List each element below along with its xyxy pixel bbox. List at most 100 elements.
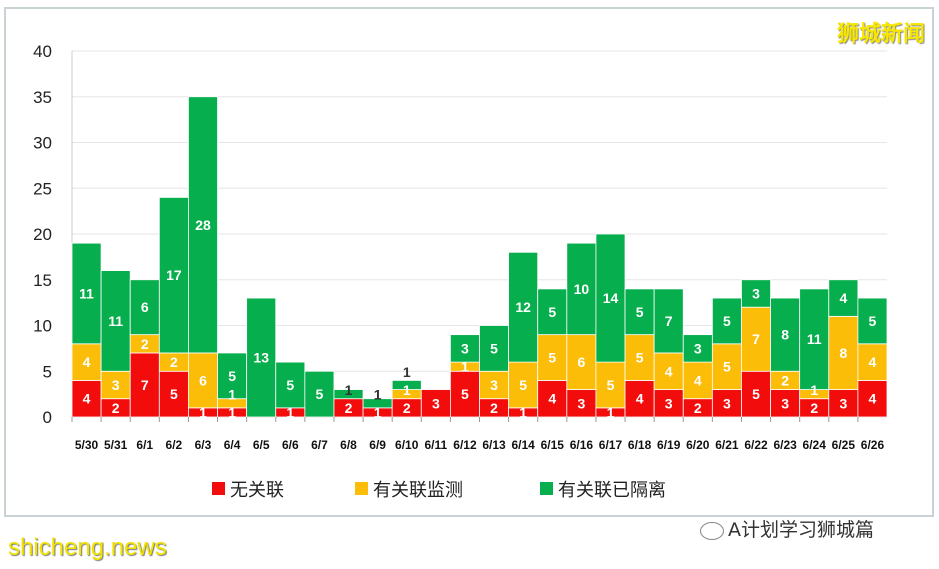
x-tick-label: 6/25 — [832, 438, 856, 452]
x-tick-label: 6/23 — [773, 438, 797, 452]
data-label: 6 — [141, 299, 149, 315]
data-label: 3 — [461, 340, 469, 356]
x-tick-label: 6/6 — [282, 438, 299, 452]
data-label: 1 — [286, 404, 294, 420]
data-label: 4 — [83, 391, 91, 407]
bar-segment — [188, 352, 218, 409]
data-label: 3 — [490, 377, 498, 393]
y-tick-label: 35 — [33, 88, 52, 107]
bar-segment — [420, 389, 451, 418]
bar-segment — [479, 325, 510, 372]
data-label: 5 — [869, 313, 877, 329]
bar-segment — [799, 288, 830, 390]
data-label: 14 — [603, 290, 619, 306]
bar-segment — [391, 379, 422, 390]
x-tick-label: 6/17 — [599, 438, 623, 452]
legend-label: 有关联监测 — [373, 480, 463, 501]
data-label: 2 — [490, 400, 498, 416]
data-label: 1 — [519, 404, 527, 420]
x-tick-label: 6/21 — [715, 438, 739, 452]
data-label: 5 — [752, 386, 760, 402]
data-label: 10 — [574, 281, 590, 297]
data-label: 11 — [807, 331, 822, 347]
data-label: 1 — [228, 386, 236, 402]
legend-swatch — [355, 482, 368, 495]
x-tick-label: 6/14 — [511, 438, 535, 452]
bar-segment — [71, 343, 102, 381]
x-tick-label: 6/4 — [224, 438, 241, 452]
y-tick-label: 15 — [33, 271, 52, 290]
bar-segment — [71, 242, 102, 345]
data-label: 5 — [170, 386, 178, 402]
x-tick-label: 5/30 — [75, 438, 99, 452]
data-label: 5 — [723, 313, 731, 329]
data-label: 1 — [374, 404, 382, 420]
x-tick-label: 6/9 — [369, 438, 386, 452]
x-tick-label: 6/15 — [541, 438, 565, 452]
data-label: 8 — [839, 345, 847, 361]
data-label: 7 — [752, 331, 760, 347]
x-tick-label: 6/19 — [657, 438, 681, 452]
legend-swatch — [540, 482, 553, 495]
bar-segment — [537, 379, 568, 418]
data-label: 2 — [810, 400, 818, 416]
data-label: 1 — [607, 404, 615, 420]
data-label: 4 — [694, 372, 702, 388]
data-label: 5 — [548, 304, 556, 320]
data-label: 7 — [141, 377, 149, 393]
bar-segment — [304, 370, 335, 418]
bar-segment — [537, 334, 568, 381]
data-label: 5 — [286, 377, 294, 393]
bar-segment — [508, 251, 539, 363]
bar-segment — [566, 242, 597, 336]
x-tick-label: 6/10 — [395, 438, 419, 452]
data-label: 5 — [548, 350, 556, 366]
bar-segment — [741, 279, 771, 308]
data-label: 17 — [166, 267, 182, 283]
x-tick-label: 6/3 — [195, 438, 212, 452]
data-label: 2 — [694, 400, 702, 416]
bar-segment — [624, 334, 655, 381]
watermark-bottom-right-text: A计划学习狮城篇 — [728, 519, 874, 541]
y-tick-label: 0 — [43, 408, 52, 427]
bar-segment — [158, 196, 189, 354]
bar-segment — [479, 370, 510, 400]
data-label: 7 — [665, 313, 673, 329]
watermark-bottom-right: A计划学习狮城篇 — [700, 515, 874, 542]
x-tick-label: 6/18 — [628, 438, 652, 452]
data-label: 1 — [199, 404, 207, 420]
wechat-icon — [700, 521, 724, 540]
x-tick-label: 6/8 — [340, 438, 357, 452]
data-label: 1 — [403, 382, 411, 398]
data-label: 5 — [723, 359, 731, 375]
data-label: 5 — [490, 340, 498, 356]
data-label: 3 — [723, 395, 731, 411]
y-tick-label: 5 — [43, 362, 52, 381]
data-label: 2 — [141, 336, 149, 352]
data-label: 8 — [781, 327, 789, 343]
data-label: 4 — [636, 391, 644, 407]
x-tick-label: 6/13 — [482, 438, 506, 452]
y-tick-label: 30 — [33, 134, 52, 153]
y-tick-label: 40 — [33, 42, 52, 61]
bar-segment — [711, 297, 742, 345]
x-tick-label: 6/20 — [686, 438, 710, 452]
data-label: 1 — [345, 382, 353, 398]
data-label: 2 — [403, 400, 411, 416]
y-tick-label: 25 — [33, 179, 52, 198]
data-label: 5 — [607, 377, 615, 393]
data-label: 3 — [432, 395, 440, 411]
bar-segment — [682, 334, 713, 363]
bar-segment — [566, 389, 597, 418]
data-label: 3 — [781, 395, 789, 411]
data-label: 3 — [665, 395, 673, 411]
data-label: 4 — [869, 354, 877, 370]
data-label: 3 — [839, 395, 847, 411]
data-label: 1 — [403, 364, 411, 380]
data-label: 1 — [461, 359, 469, 375]
data-label: 4 — [83, 354, 91, 370]
data-label: 5 — [461, 386, 469, 402]
data-label: 5 — [228, 368, 236, 384]
bar-segment — [449, 370, 480, 418]
watermark-top-right: 狮城新闻 — [836, 22, 925, 47]
